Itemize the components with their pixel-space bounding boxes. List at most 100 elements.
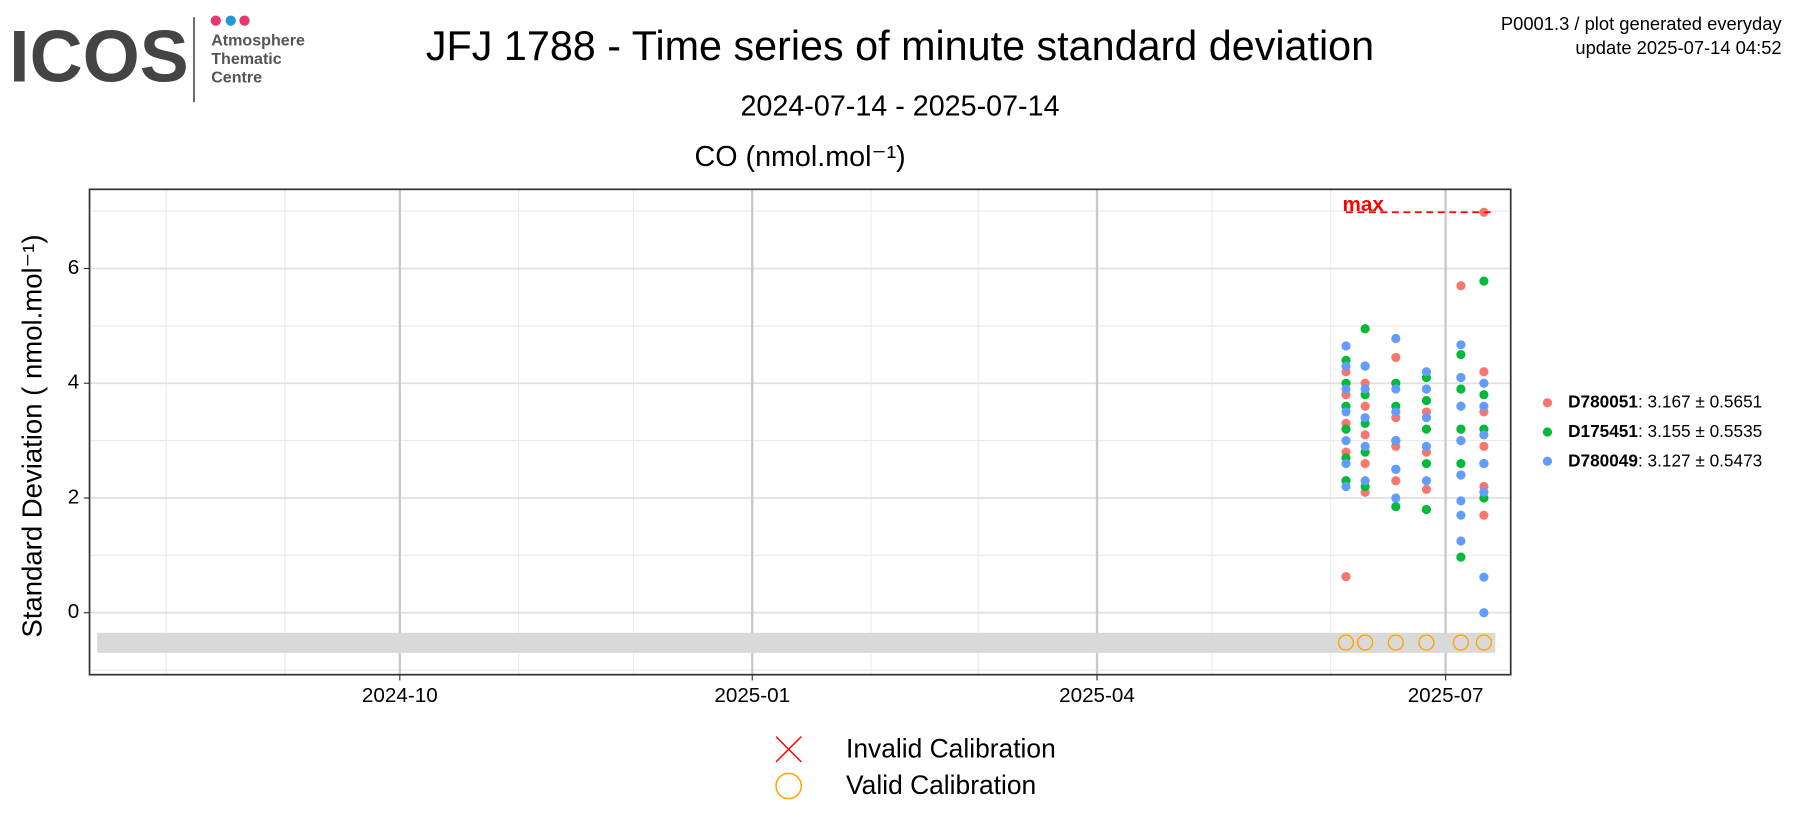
- legend-marker: [1542, 398, 1553, 408]
- valid-calibration: [1475, 634, 1493, 651]
- legend-marker: [1542, 456, 1553, 466]
- data-point: [1360, 324, 1370, 334]
- data-point: [1479, 430, 1489, 440]
- data-point: [1341, 571, 1351, 582]
- data-point: [1456, 458, 1466, 469]
- logo-text: Atmosphere: [211, 32, 305, 50]
- data-point: [1360, 361, 1370, 371]
- plot-border: [88, 188, 1512, 676]
- max-label: max: [1343, 193, 1385, 216]
- data-point: [1391, 352, 1401, 363]
- data-point: [1479, 390, 1489, 400]
- legend-summary: : 3.155 ± 0.5535: [1638, 421, 1762, 441]
- logo-text: Thematic: [211, 50, 282, 68]
- data-point: [1360, 401, 1370, 411]
- y-tick-label: 2: [68, 485, 79, 508]
- data-point: [1341, 361, 1351, 371]
- valid-calibration: [1387, 634, 1404, 651]
- data-point: [1456, 536, 1466, 546]
- data-point: [1456, 496, 1466, 506]
- data-point: [1360, 458, 1370, 469]
- x-tick-label: 2025-01: [714, 684, 790, 707]
- data-point: [1479, 510, 1489, 520]
- data-point: [1341, 458, 1351, 469]
- legend-invalid-marker: [775, 736, 802, 763]
- data-point: [1479, 487, 1489, 497]
- data-point: [1456, 470, 1466, 480]
- legend-invalid-label: Invalid Calibration: [846, 733, 1056, 763]
- data-point: [1341, 424, 1351, 434]
- data-point: [1391, 384, 1401, 394]
- calibration-band: [97, 632, 1496, 653]
- logo-dot: [239, 15, 250, 26]
- data-point: [1421, 384, 1432, 394]
- logo-dot: [225, 15, 236, 26]
- logo-text: Centre: [211, 68, 262, 86]
- data-point: [1360, 413, 1370, 423]
- data-point: [1456, 340, 1466, 350]
- legend-label: D780051: 3.167 ± 0.5651: [1568, 391, 1762, 411]
- data-point: [1479, 608, 1489, 618]
- x-tick-label: 2024-10: [362, 684, 438, 707]
- valid-calibration: [1452, 634, 1470, 651]
- data-point: [1421, 504, 1432, 515]
- legend-name: D175451: [1568, 421, 1638, 441]
- y-tick-label: 0: [68, 600, 79, 623]
- data-point: [1341, 407, 1351, 417]
- data-point: [1456, 372, 1466, 383]
- legend-valid-marker: [775, 772, 803, 800]
- data-point: [1421, 441, 1432, 451]
- data-point: [1391, 407, 1401, 417]
- data-point: [1456, 281, 1466, 291]
- data-point: [1391, 501, 1401, 512]
- data-point: [1391, 493, 1401, 503]
- data-point: [1360, 476, 1370, 486]
- data-point: [1421, 424, 1432, 434]
- logo: ICOS: [9, 15, 189, 97]
- data-point: [1479, 276, 1489, 286]
- chart-subtitle: 2024-07-14 - 2025-07-14: [740, 90, 1059, 122]
- data-point: [1421, 476, 1432, 486]
- info-text: update 2025-07-14 04:52: [1575, 37, 1781, 58]
- data-point: [1456, 349, 1466, 360]
- data-point: [1456, 552, 1466, 562]
- data-point: [1479, 441, 1489, 451]
- data-point: [1479, 401, 1489, 411]
- legend-label: D780049: 3.127 ± 0.5473: [1568, 450, 1762, 470]
- legend-name: D780051: [1568, 391, 1638, 411]
- data-point: [1456, 436, 1466, 446]
- legend-name: D780049: [1568, 450, 1638, 470]
- data-point: [1479, 378, 1489, 388]
- legend-marker: [1542, 427, 1553, 437]
- data-point: [1341, 436, 1351, 446]
- valid-calibration: [1337, 634, 1355, 651]
- plot-background: [89, 189, 1511, 675]
- data-point: [1421, 367, 1432, 377]
- legend-summary: : 3.127 ± 0.5473: [1638, 450, 1762, 470]
- data-point: [1391, 333, 1401, 344]
- x-tick-label: 2025-07: [1408, 684, 1484, 707]
- data-point: [1360, 430, 1370, 440]
- data-point: [1421, 484, 1432, 494]
- data-point: [1456, 401, 1466, 411]
- data-point: [1421, 395, 1432, 406]
- data-point: [1456, 424, 1466, 434]
- data-point: [1341, 481, 1351, 492]
- legend-label: D175451: 3.155 ± 0.5535: [1568, 421, 1762, 441]
- info-text: P0001.3 / plot generated everyday: [1501, 13, 1783, 34]
- data-point: [1391, 476, 1401, 486]
- data-point: [1391, 464, 1401, 474]
- panel-title: CO (nmol.mol⁻¹): [695, 141, 906, 173]
- valid-calibration: [1356, 634, 1374, 651]
- data-point: [1479, 572, 1489, 582]
- valid-calibration: [1418, 634, 1435, 651]
- legend-valid-label: Valid Calibration: [846, 770, 1036, 800]
- data-point: [1421, 413, 1432, 423]
- chart-title: JFJ 1788 - Time series of minute standar…: [426, 23, 1374, 69]
- data-point: [1360, 384, 1370, 394]
- data-point: [1456, 384, 1466, 394]
- data-point: [1479, 367, 1489, 377]
- data-point: [1341, 384, 1351, 394]
- y-tick-label: 4: [68, 371, 79, 394]
